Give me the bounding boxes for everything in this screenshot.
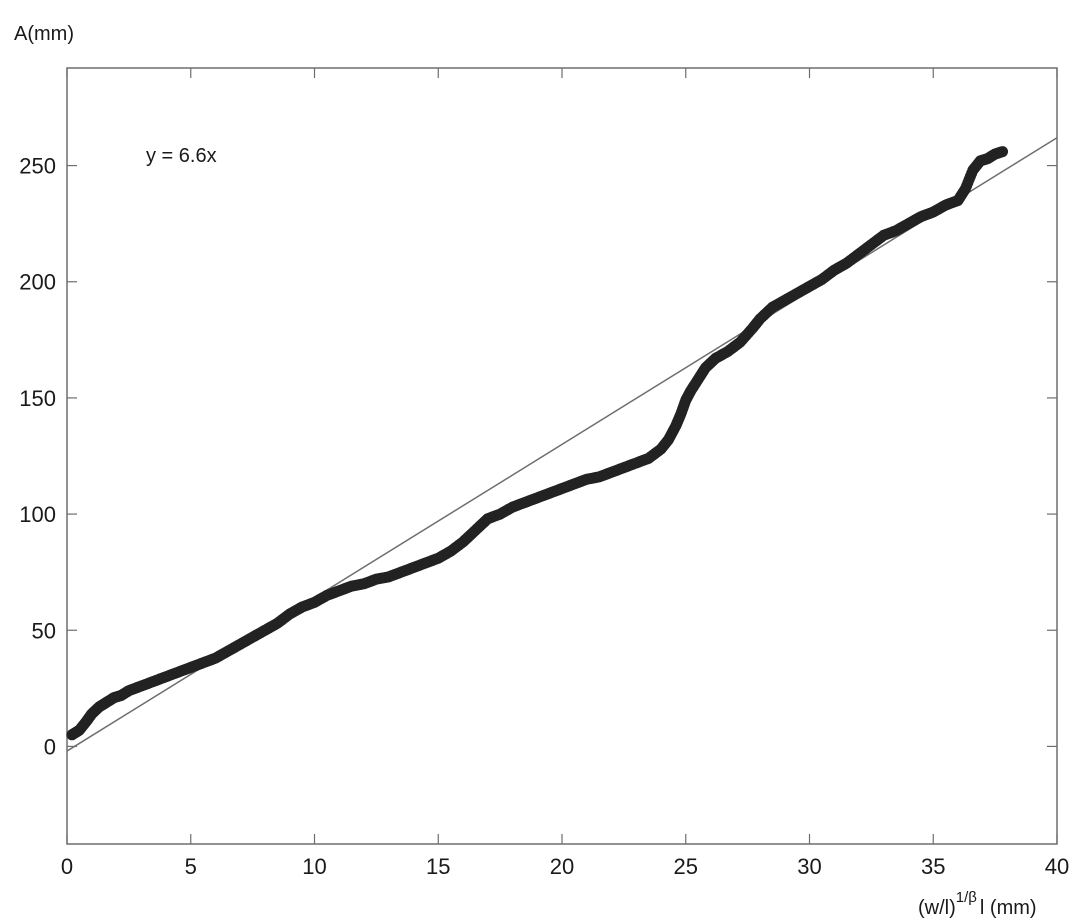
x-tick-label: 5 [185,854,197,879]
y-axis-title: A(mm) [14,23,74,45]
x-axis-title-main: (w/l) [918,897,956,919]
y-tick-label: 50 [32,618,56,643]
data-point [997,146,1009,158]
x-axis-title-tail: l (mm) [980,897,1037,919]
y-tick-label: 250 [19,154,56,179]
x-tick-label: 35 [921,854,945,879]
x-axis-title-exponent: 1/β [956,889,978,906]
x-tick-label: 30 [797,854,821,879]
plot-frame [66,67,1058,845]
x-tick-label: 15 [426,854,450,879]
axis-ticks: 0 5 10 15 20 25 30 35 40 0 50 100 150 200 250 [19,68,1069,879]
x-tick-label: 40 [1045,854,1069,879]
y-tick-label: 200 [19,270,56,295]
x-tick-label: 20 [550,854,574,879]
x-axis-title: (w/l)1/β l (mm) [918,889,1037,919]
x-tick-label: 0 [61,854,73,879]
y-tick-label: 100 [19,502,56,527]
y-tick-label: 150 [19,386,56,411]
x-tick-label: 25 [674,854,698,879]
y-tick-label: 0 [44,734,56,759]
data-points-layer [66,146,1009,741]
fit-annotation: y = 6.6x [146,145,217,167]
x-tick-label: 10 [302,854,326,879]
